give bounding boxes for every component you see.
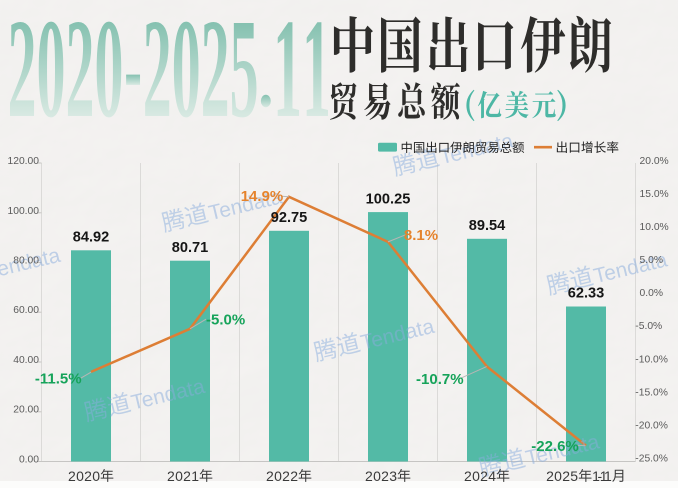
svg-text:-11.5%: -11.5%	[35, 371, 82, 388]
svg-text:15.0%: 15.0%	[640, 189, 669, 200]
svg-text:-22.6%: -22.6%	[531, 438, 579, 455]
svg-text:1-11: 1-11	[592, 468, 612, 484]
svg-text:2022: 2022	[266, 468, 298, 484]
svg-text:62.33: 62.33	[568, 286, 605, 302]
svg-text:120.00: 120.00	[8, 156, 40, 167]
svg-text:-10.0%: -10.0%	[635, 354, 668, 365]
svg-text:84.92: 84.92	[73, 230, 110, 246]
svg-text:14.9%: 14.9%	[241, 188, 284, 205]
svg-text:80.00: 80.00	[13, 256, 39, 267]
svg-text:2023: 2023	[365, 468, 397, 484]
svg-text:20.0%: 20.0%	[640, 156, 669, 167]
svg-text:8.1%: 8.1%	[404, 227, 438, 244]
svg-text:92.75: 92.75	[271, 210, 308, 226]
svg-text:100.25: 100.25	[366, 191, 411, 207]
svg-text:100.00: 100.00	[8, 206, 40, 217]
svg-text:-5.0%: -5.0%	[635, 321, 662, 332]
svg-text:-10.7%: -10.7%	[416, 371, 464, 388]
svg-text:-25.0%: -25.0%	[635, 453, 668, 464]
svg-text:5.0%: 5.0%	[640, 255, 663, 266]
svg-text:60.00: 60.00	[13, 305, 39, 316]
svg-text:2025: 2025	[546, 468, 578, 484]
svg-text:-5.0%: -5.0%	[206, 311, 245, 328]
svg-text:89.54: 89.54	[469, 218, 506, 234]
svg-text:80.71: 80.71	[172, 240, 209, 256]
svg-text:-20.0%: -20.0%	[635, 420, 668, 431]
svg-text:-15.0%: -15.0%	[635, 387, 668, 398]
svg-text:10.0%: 10.0%	[640, 222, 669, 233]
svg-text:2021: 2021	[167, 468, 199, 484]
svg-text:2020: 2020	[68, 468, 100, 484]
svg-text:0.0%: 0.0%	[640, 288, 663, 299]
svg-text:40.00: 40.00	[13, 355, 39, 366]
svg-text:0.00: 0.00	[19, 454, 39, 465]
svg-text:20.00: 20.00	[13, 405, 39, 416]
svg-text:2024: 2024	[464, 468, 496, 484]
